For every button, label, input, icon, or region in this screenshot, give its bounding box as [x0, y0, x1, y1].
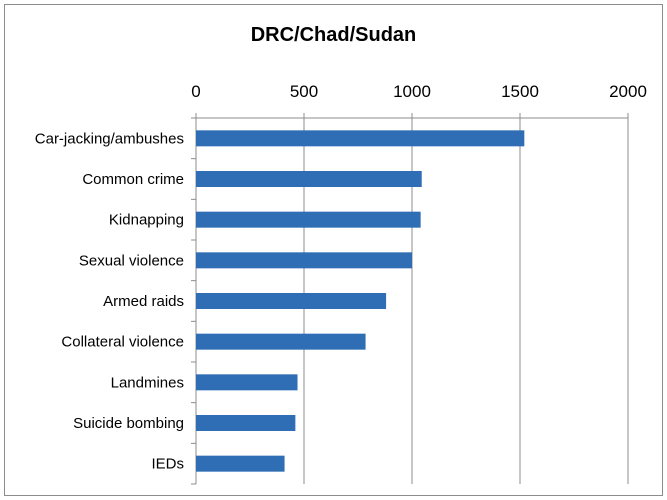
- category-label: Collateral violence: [61, 334, 184, 351]
- category-label: Landmines: [111, 374, 184, 391]
- bar: [196, 415, 296, 431]
- bar: [196, 252, 412, 269]
- category-label: IEDs: [151, 456, 184, 473]
- bar: [196, 333, 366, 350]
- bar: [196, 455, 285, 472]
- category-label: Armed raids: [103, 293, 184, 310]
- x-tick-label: 1500: [501, 82, 539, 101]
- bar: [196, 211, 421, 228]
- x-tick-label: 2000: [609, 82, 647, 101]
- chart-frame: [4, 4, 663, 496]
- bar: [196, 171, 422, 187]
- bar: [196, 130, 525, 147]
- bar: [196, 374, 298, 391]
- category-label: Kidnapping: [109, 212, 184, 229]
- category-label: Common crime: [82, 171, 184, 188]
- category-label: Sexual violence: [79, 252, 184, 269]
- category-label: Suicide bombing: [73, 415, 184, 432]
- bar: [196, 293, 387, 309]
- x-tick-label: 1000: [393, 82, 431, 101]
- x-tick-label: 0: [191, 82, 200, 101]
- x-tick-label: 500: [290, 82, 318, 101]
- chart-title: DRC/Chad/Sudan: [250, 24, 417, 46]
- category-label: Car-jacking/ambushes: [35, 130, 184, 147]
